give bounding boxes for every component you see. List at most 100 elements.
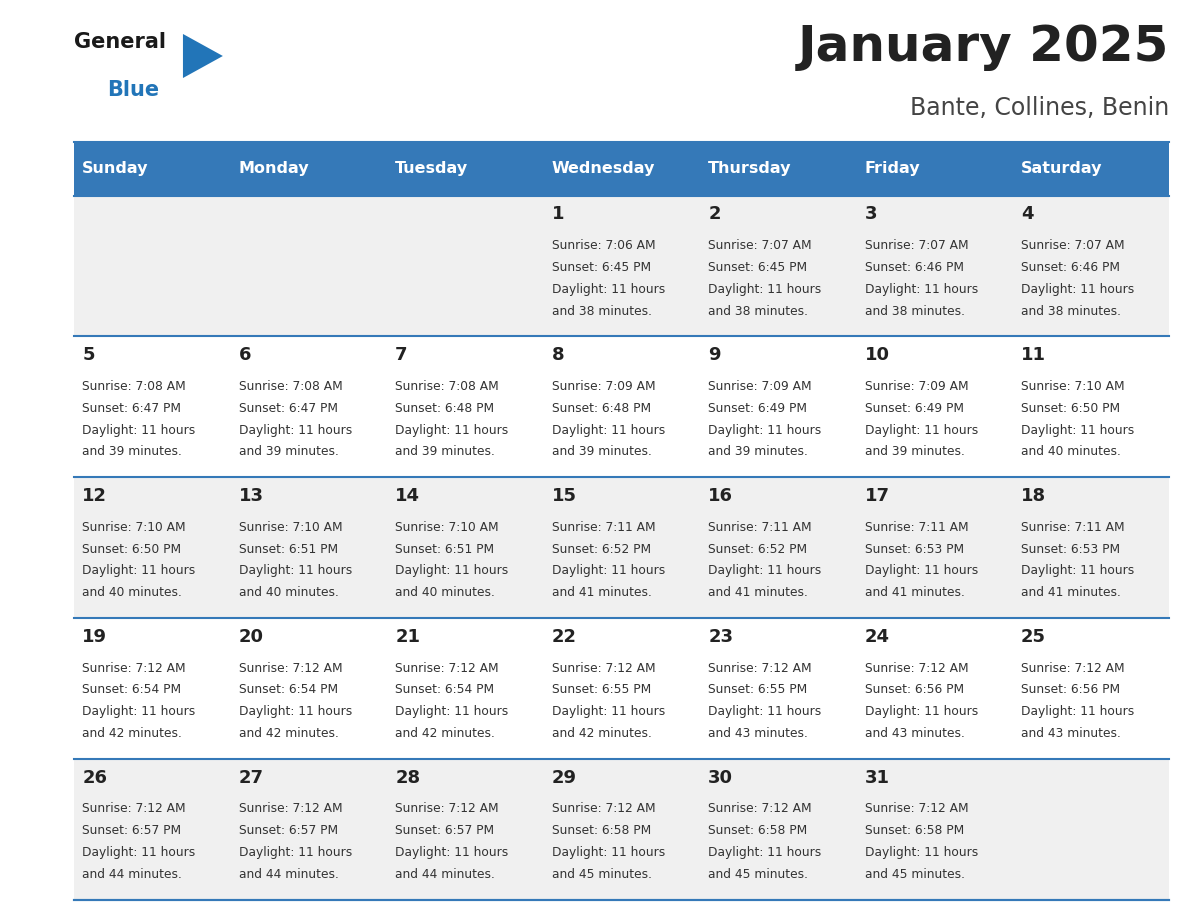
Text: Sunset: 6:58 PM: Sunset: 6:58 PM xyxy=(551,824,651,837)
Text: Sunrise: 7:11 AM: Sunrise: 7:11 AM xyxy=(1022,521,1125,534)
Text: General: General xyxy=(74,32,165,52)
Text: Daylight: 11 hours: Daylight: 11 hours xyxy=(865,565,978,577)
Text: Sunset: 6:51 PM: Sunset: 6:51 PM xyxy=(396,543,494,555)
Text: Daylight: 11 hours: Daylight: 11 hours xyxy=(708,283,821,296)
Text: Wednesday: Wednesday xyxy=(551,162,655,176)
Text: January 2025: January 2025 xyxy=(797,23,1169,71)
Text: Sunrise: 7:12 AM: Sunrise: 7:12 AM xyxy=(1022,662,1125,675)
Text: Daylight: 11 hours: Daylight: 11 hours xyxy=(1022,565,1135,577)
Text: and 42 minutes.: and 42 minutes. xyxy=(239,727,339,740)
Text: Sunset: 6:45 PM: Sunset: 6:45 PM xyxy=(708,261,808,274)
Text: Sunrise: 7:12 AM: Sunrise: 7:12 AM xyxy=(708,662,811,675)
Text: and 38 minutes.: and 38 minutes. xyxy=(551,305,652,318)
Text: Daylight: 11 hours: Daylight: 11 hours xyxy=(396,565,508,577)
Text: Sunrise: 7:10 AM: Sunrise: 7:10 AM xyxy=(396,521,499,534)
Text: Sunset: 6:47 PM: Sunset: 6:47 PM xyxy=(239,402,337,415)
Text: 26: 26 xyxy=(82,768,107,787)
Text: Sunset: 6:54 PM: Sunset: 6:54 PM xyxy=(396,684,494,697)
Text: Daylight: 11 hours: Daylight: 11 hours xyxy=(551,424,665,437)
Bar xyxy=(74,618,1169,759)
Text: Thursday: Thursday xyxy=(708,162,791,176)
Text: Sunset: 6:53 PM: Sunset: 6:53 PM xyxy=(1022,543,1120,555)
Text: Daylight: 11 hours: Daylight: 11 hours xyxy=(1022,705,1135,718)
Text: Daylight: 11 hours: Daylight: 11 hours xyxy=(865,283,978,296)
Text: Sunrise: 7:10 AM: Sunrise: 7:10 AM xyxy=(82,521,185,534)
Bar xyxy=(1012,142,1169,196)
Polygon shape xyxy=(183,34,223,78)
Text: 18: 18 xyxy=(1022,487,1047,505)
Bar xyxy=(700,142,857,196)
Text: Sunrise: 7:12 AM: Sunrise: 7:12 AM xyxy=(82,802,185,815)
Text: Daylight: 11 hours: Daylight: 11 hours xyxy=(551,283,665,296)
Text: and 42 minutes.: and 42 minutes. xyxy=(82,727,182,740)
Text: Sunset: 6:57 PM: Sunset: 6:57 PM xyxy=(239,824,337,837)
Text: Sunrise: 7:12 AM: Sunrise: 7:12 AM xyxy=(396,662,499,675)
Text: Sunset: 6:48 PM: Sunset: 6:48 PM xyxy=(396,402,494,415)
Text: Sunrise: 7:12 AM: Sunrise: 7:12 AM xyxy=(396,802,499,815)
Text: 13: 13 xyxy=(239,487,264,505)
Text: Sunrise: 7:12 AM: Sunrise: 7:12 AM xyxy=(551,802,656,815)
Text: Daylight: 11 hours: Daylight: 11 hours xyxy=(82,565,196,577)
Text: Sunset: 6:46 PM: Sunset: 6:46 PM xyxy=(1022,261,1120,274)
Text: Daylight: 11 hours: Daylight: 11 hours xyxy=(239,565,352,577)
Text: Sunrise: 7:12 AM: Sunrise: 7:12 AM xyxy=(708,802,811,815)
Text: Sunset: 6:57 PM: Sunset: 6:57 PM xyxy=(396,824,494,837)
Text: Sunset: 6:54 PM: Sunset: 6:54 PM xyxy=(239,684,337,697)
Text: and 39 minutes.: and 39 minutes. xyxy=(82,445,182,458)
Text: Daylight: 11 hours: Daylight: 11 hours xyxy=(551,705,665,718)
Bar xyxy=(543,142,700,196)
Text: and 43 minutes.: and 43 minutes. xyxy=(1022,727,1121,740)
Text: 21: 21 xyxy=(396,628,421,646)
Text: 16: 16 xyxy=(708,487,733,505)
Text: Sunrise: 7:09 AM: Sunrise: 7:09 AM xyxy=(708,380,811,393)
Text: and 45 minutes.: and 45 minutes. xyxy=(708,868,808,881)
Text: and 44 minutes.: and 44 minutes. xyxy=(396,868,495,881)
Text: and 38 minutes.: and 38 minutes. xyxy=(1022,305,1121,318)
Text: Sunrise: 7:12 AM: Sunrise: 7:12 AM xyxy=(551,662,656,675)
Text: and 38 minutes.: and 38 minutes. xyxy=(865,305,965,318)
Text: Sunrise: 7:09 AM: Sunrise: 7:09 AM xyxy=(551,380,656,393)
Text: Sunset: 6:55 PM: Sunset: 6:55 PM xyxy=(551,684,651,697)
Text: Sunrise: 7:09 AM: Sunrise: 7:09 AM xyxy=(865,380,968,393)
Text: 3: 3 xyxy=(865,206,877,223)
Text: 10: 10 xyxy=(865,346,890,364)
Text: and 39 minutes.: and 39 minutes. xyxy=(396,445,495,458)
Text: and 42 minutes.: and 42 minutes. xyxy=(396,727,495,740)
Text: and 41 minutes.: and 41 minutes. xyxy=(708,587,808,599)
Text: Sunset: 6:47 PM: Sunset: 6:47 PM xyxy=(82,402,182,415)
Text: 24: 24 xyxy=(865,628,890,646)
Text: Sunset: 6:55 PM: Sunset: 6:55 PM xyxy=(708,684,808,697)
Text: and 43 minutes.: and 43 minutes. xyxy=(865,727,965,740)
Bar xyxy=(857,142,1012,196)
Text: Sunday: Sunday xyxy=(82,162,148,176)
Bar xyxy=(386,142,543,196)
Text: Daylight: 11 hours: Daylight: 11 hours xyxy=(239,705,352,718)
Bar xyxy=(74,477,1169,618)
Text: Sunset: 6:49 PM: Sunset: 6:49 PM xyxy=(708,402,807,415)
Text: Sunset: 6:49 PM: Sunset: 6:49 PM xyxy=(865,402,963,415)
Text: Sunrise: 7:06 AM: Sunrise: 7:06 AM xyxy=(551,240,656,252)
Text: Sunset: 6:54 PM: Sunset: 6:54 PM xyxy=(82,684,182,697)
Text: Sunset: 6:51 PM: Sunset: 6:51 PM xyxy=(239,543,337,555)
Text: Daylight: 11 hours: Daylight: 11 hours xyxy=(82,846,196,859)
Text: 22: 22 xyxy=(551,628,576,646)
Text: Sunset: 6:56 PM: Sunset: 6:56 PM xyxy=(1022,684,1120,697)
Bar xyxy=(74,196,1169,336)
Text: Sunrise: 7:11 AM: Sunrise: 7:11 AM xyxy=(865,521,968,534)
Text: Sunset: 6:46 PM: Sunset: 6:46 PM xyxy=(865,261,963,274)
Text: and 41 minutes.: and 41 minutes. xyxy=(865,587,965,599)
Text: Sunset: 6:52 PM: Sunset: 6:52 PM xyxy=(551,543,651,555)
Text: Sunset: 6:45 PM: Sunset: 6:45 PM xyxy=(551,261,651,274)
Text: Friday: Friday xyxy=(865,162,921,176)
Bar xyxy=(74,759,1169,900)
Text: Daylight: 11 hours: Daylight: 11 hours xyxy=(1022,424,1135,437)
Text: Daylight: 11 hours: Daylight: 11 hours xyxy=(1022,283,1135,296)
Text: Blue: Blue xyxy=(107,80,159,100)
Text: Daylight: 11 hours: Daylight: 11 hours xyxy=(396,424,508,437)
Text: Saturday: Saturday xyxy=(1022,162,1102,176)
Text: Sunrise: 7:07 AM: Sunrise: 7:07 AM xyxy=(708,240,811,252)
Text: 31: 31 xyxy=(865,768,890,787)
Text: 15: 15 xyxy=(551,487,576,505)
Text: Sunrise: 7:11 AM: Sunrise: 7:11 AM xyxy=(708,521,811,534)
Text: 9: 9 xyxy=(708,346,721,364)
